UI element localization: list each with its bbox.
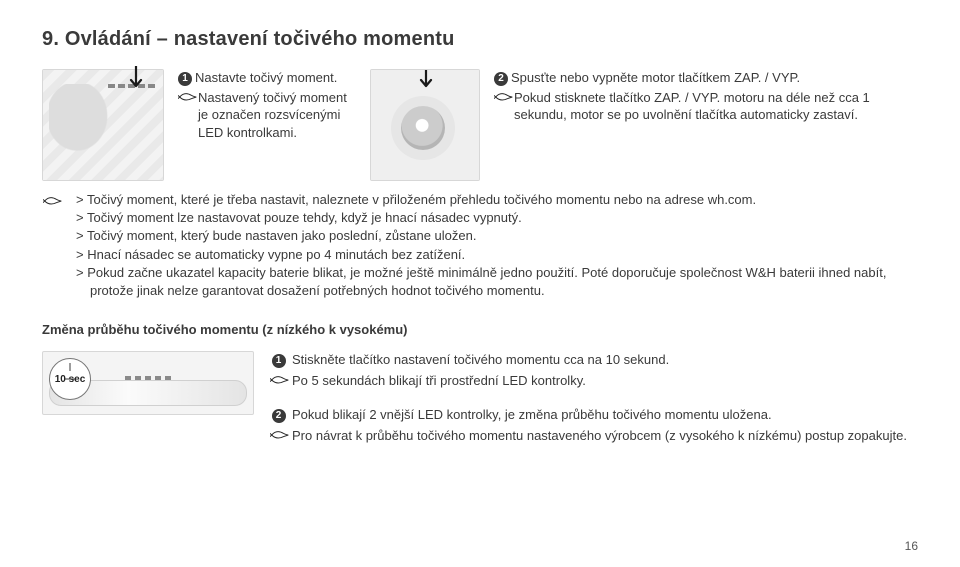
panel-3-leds bbox=[125, 376, 171, 380]
figure-panel-1 bbox=[42, 69, 164, 181]
note-item: Pokud začne ukazatel kapacity baterie bl… bbox=[76, 264, 918, 300]
page-number: 16 bbox=[905, 539, 918, 553]
timer-badge: 10 sec bbox=[49, 358, 91, 400]
pointer-hand-icon bbox=[269, 372, 291, 393]
figure-panel-2 bbox=[370, 69, 480, 181]
arrow-down-icon bbox=[419, 69, 433, 92]
pointer-hand-icon bbox=[42, 193, 64, 214]
step1-text: 1Nastavte točivý moment. Nastavený točiv… bbox=[178, 69, 356, 181]
step1-note: Nastavený točivý moment je označen rozsv… bbox=[198, 89, 356, 142]
section2-title: Změna průběhu točivého momentu (z nízkéh… bbox=[42, 322, 918, 337]
page-title: 9. Ovládání – nastavení točivého momentu bbox=[42, 28, 918, 51]
s2-step2-note: Pro návrat k průběhu točivého momentu na… bbox=[292, 427, 907, 448]
s2-step2-line1: Pokud blikají 2 vnější LED kontrolky, je… bbox=[292, 406, 772, 424]
s2-step2-badge: 2 bbox=[272, 409, 286, 423]
step1-line1: Nastavte točivý moment. bbox=[195, 70, 337, 85]
note-item: Točivý moment lze nastavovat pouze tehdy… bbox=[76, 209, 918, 227]
s2-step1-badge: 1 bbox=[272, 354, 286, 368]
pointer-hand-icon bbox=[269, 427, 291, 448]
panel-1-hand bbox=[49, 84, 119, 164]
note-item: Hnací násadec se automaticky vypne po 4 … bbox=[76, 246, 918, 264]
arrow-down-icon bbox=[129, 66, 143, 92]
s2-step1-note: Po 5 sekundách blikají tři prostřední LE… bbox=[292, 372, 586, 393]
step1-badge: 1 bbox=[178, 72, 192, 86]
step2-badge: 2 bbox=[494, 72, 508, 86]
section2-text: 1 Stiskněte tlačítko nastavení točivého … bbox=[268, 351, 918, 451]
section2-row: 10 sec 1 Stiskněte tlačítko nastavení to… bbox=[42, 351, 918, 451]
note-item: Točivý moment, který bude nastaven jako … bbox=[76, 227, 918, 245]
s2-step1-line1: Stiskněte tlačítko nastavení točivého mo… bbox=[292, 351, 669, 369]
note-item: Točivý moment, které je třeba nastavit, … bbox=[76, 191, 918, 209]
step2-note: Pokud stisknete tlačítko ZAP. / VYP. mot… bbox=[514, 89, 918, 124]
pointer-hand-icon bbox=[178, 89, 198, 142]
figure-panel-3: 10 sec bbox=[42, 351, 254, 415]
pointer-hand-icon bbox=[494, 89, 514, 124]
step2-text: 2Spusťte nebo vypněte motor tlačítkem ZA… bbox=[494, 69, 918, 181]
timer-label: 10 sec bbox=[55, 374, 86, 385]
step2-line1: Spusťte nebo vypněte motor tlačítkem ZAP… bbox=[511, 70, 800, 85]
top-row: 1Nastavte točivý moment. Nastavený točiv… bbox=[42, 69, 918, 181]
notes-block: Točivý moment, které je třeba nastavit, … bbox=[42, 191, 918, 300]
panel-2-button bbox=[401, 106, 445, 150]
notes-list: Točivý moment, které je třeba nastavit, … bbox=[76, 191, 918, 300]
